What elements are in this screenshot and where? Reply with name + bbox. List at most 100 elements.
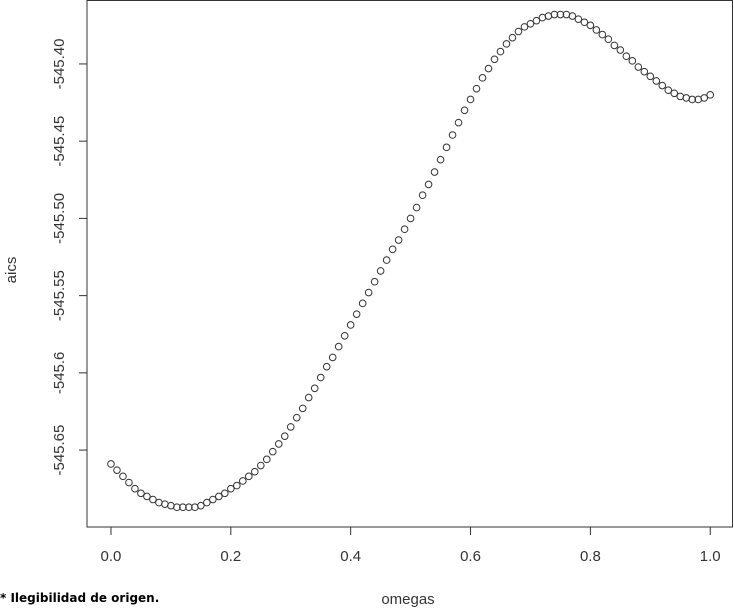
- y-tick-label: -545.65: [51, 425, 68, 476]
- point: [388, 245, 397, 254]
- point: [340, 331, 349, 340]
- x-tick-label: 0.4: [340, 548, 361, 565]
- point: [706, 91, 715, 99]
- point: [382, 256, 391, 264]
- x-tick-label: 0.6: [460, 548, 481, 565]
- point: [466, 95, 475, 104]
- point: [502, 40, 511, 48]
- point: [424, 180, 433, 189]
- point: [113, 466, 121, 474]
- point: [227, 484, 235, 493]
- point: [670, 89, 679, 98]
- y-tick-label: -545.6: [51, 352, 68, 395]
- point: [358, 299, 367, 308]
- point: [628, 57, 637, 65]
- point: [221, 489, 229, 498]
- plot-frame: [86, 0, 733, 528]
- point: [268, 447, 277, 456]
- point: [616, 46, 625, 54]
- point: [203, 498, 211, 507]
- point: [346, 321, 355, 329]
- point: [250, 467, 259, 476]
- point: [586, 21, 595, 30]
- point: [592, 26, 601, 34]
- point: [574, 15, 583, 23]
- point: [215, 492, 223, 501]
- point: [233, 481, 241, 490]
- y-tick-label: -545.45: [51, 116, 68, 167]
- point: [143, 492, 151, 501]
- point: [394, 236, 403, 244]
- point: [430, 168, 439, 176]
- point: [496, 47, 505, 56]
- point: [652, 77, 661, 85]
- point: [286, 423, 295, 431]
- point: [370, 277, 379, 286]
- point: [328, 353, 337, 362]
- point: [131, 484, 139, 493]
- point: [310, 384, 319, 393]
- point: [646, 72, 655, 81]
- y-tick-label: -545.40: [51, 39, 68, 90]
- point: [688, 95, 697, 104]
- point: [526, 19, 535, 28]
- point: [316, 373, 325, 382]
- point: [460, 106, 469, 115]
- x-tick-label: 0.8: [580, 548, 601, 565]
- point: [179, 503, 187, 512]
- point: [334, 342, 343, 351]
- x-axis-label: omegas: [381, 591, 434, 608]
- point: [400, 225, 409, 234]
- x-tick-label: 1.0: [700, 548, 721, 565]
- point: [484, 64, 493, 73]
- point: [436, 155, 445, 164]
- point: [209, 495, 217, 504]
- y-tick-label: -545.55: [51, 270, 68, 321]
- point: [406, 214, 415, 223]
- point: [107, 460, 115, 468]
- point: [376, 267, 385, 275]
- point: [262, 455, 271, 464]
- point: [119, 472, 127, 481]
- point: [472, 84, 481, 93]
- point: [274, 440, 283, 448]
- x-tick-label: 0.2: [220, 548, 241, 565]
- point: [634, 63, 643, 71]
- point: [556, 10, 565, 19]
- point: [664, 86, 673, 95]
- point: [490, 55, 499, 64]
- point: [173, 503, 181, 512]
- point: [125, 478, 133, 487]
- point: [448, 131, 457, 139]
- point: [658, 81, 667, 90]
- point: [550, 10, 559, 19]
- point: [304, 393, 313, 402]
- point: [640, 67, 649, 76]
- point: [604, 35, 613, 44]
- point: [292, 413, 301, 422]
- point: [514, 27, 523, 36]
- y-axis-label: aics: [3, 257, 20, 284]
- point: [580, 18, 589, 27]
- point: [197, 501, 205, 510]
- point: [364, 288, 373, 297]
- point: [352, 310, 361, 318]
- point: [622, 52, 631, 61]
- point: [298, 404, 307, 413]
- x-tick-label: 0.0: [101, 548, 122, 565]
- point: [520, 23, 529, 31]
- point: [568, 12, 577, 20]
- point: [532, 16, 541, 25]
- point: [149, 495, 157, 504]
- point: [700, 94, 709, 102]
- point: [610, 41, 619, 50]
- point: [442, 143, 451, 152]
- point: [478, 74, 487, 82]
- point: [598, 30, 607, 39]
- point: [454, 118, 463, 127]
- point: [239, 477, 247, 485]
- point: [508, 33, 517, 42]
- point: [418, 191, 427, 200]
